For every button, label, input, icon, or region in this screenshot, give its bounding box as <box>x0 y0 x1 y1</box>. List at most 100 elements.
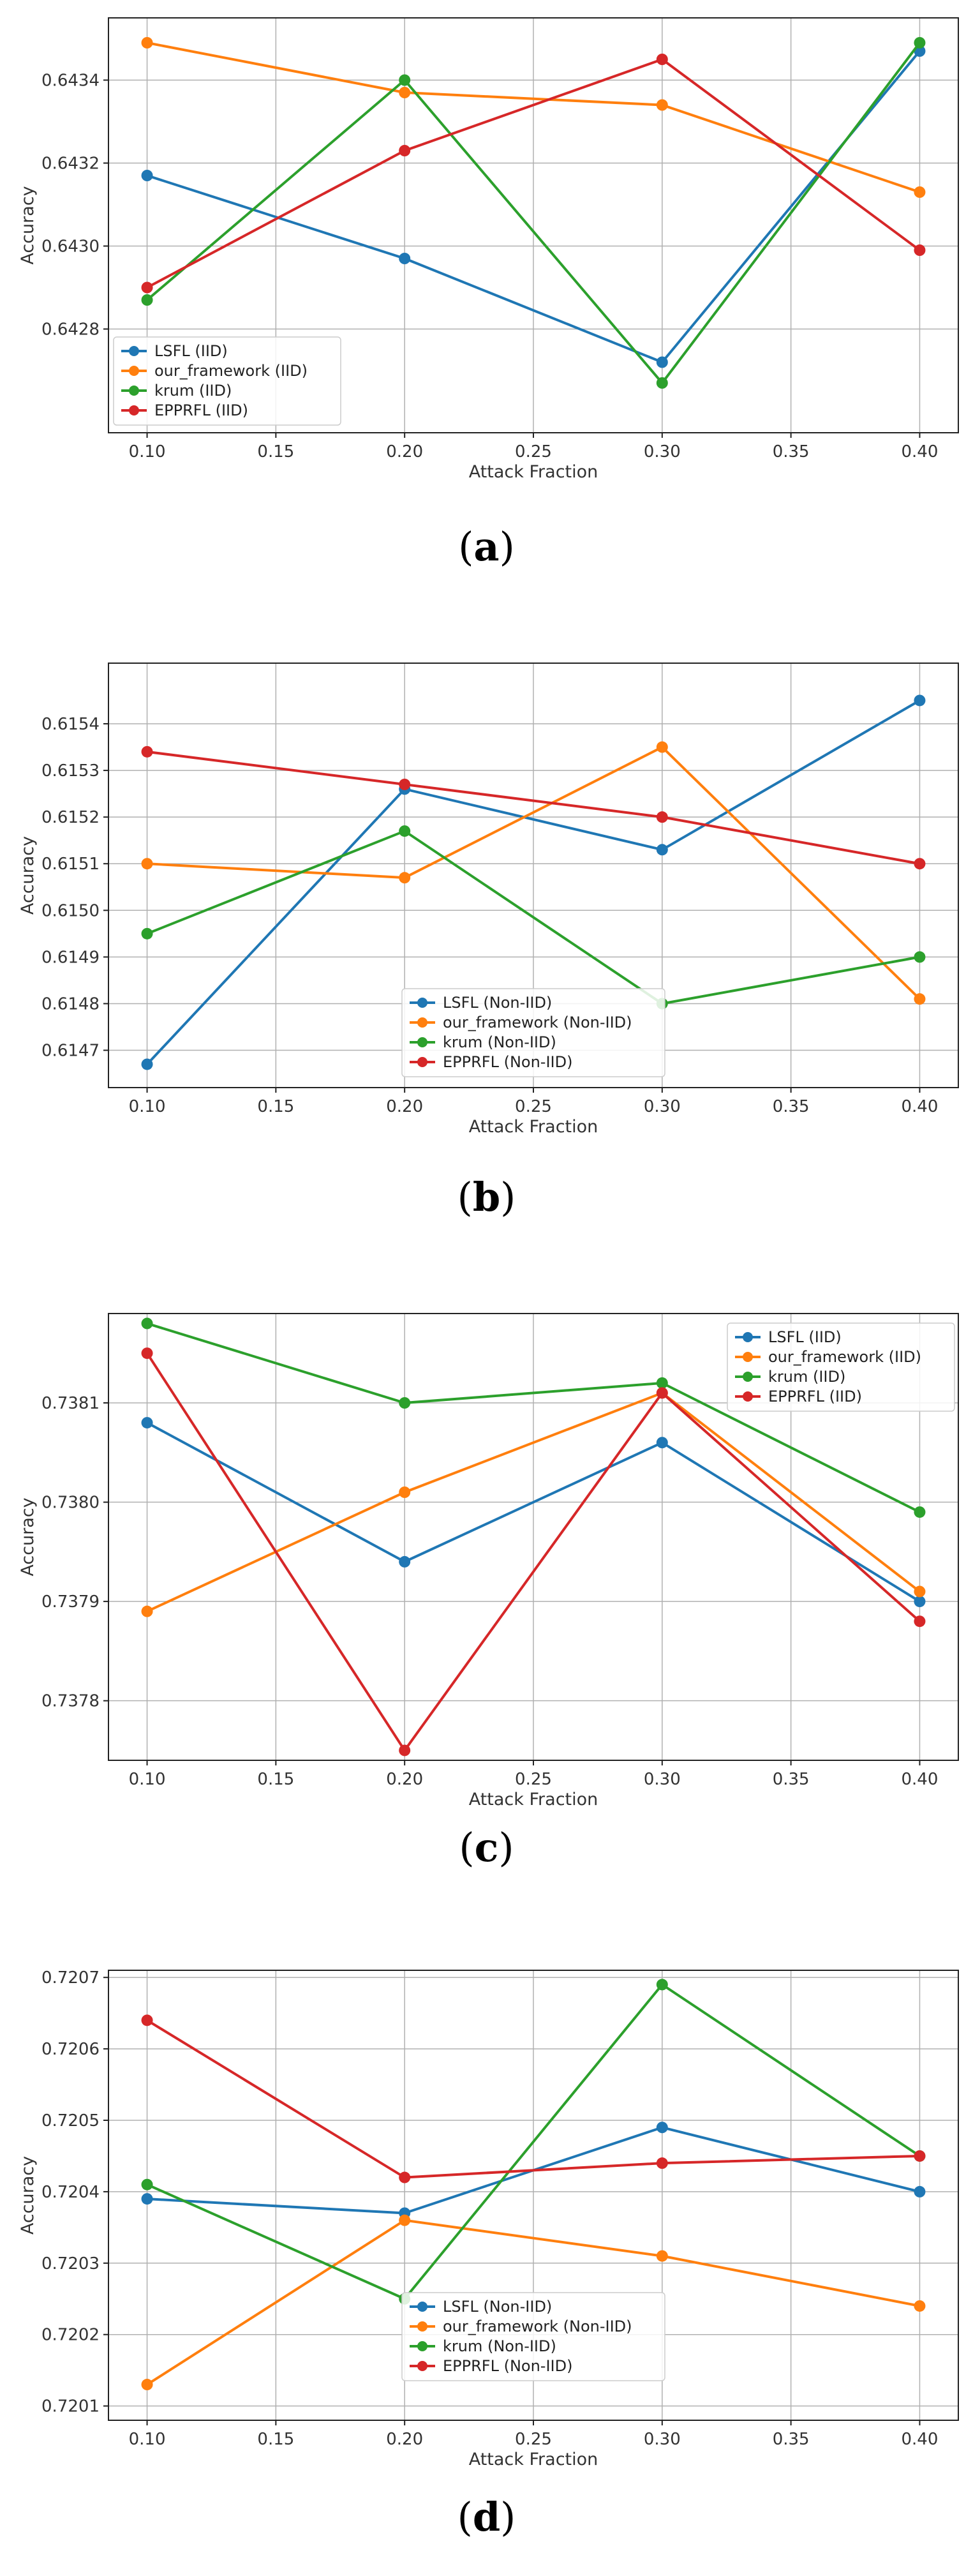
y-tick-label: 0.6150 <box>41 901 100 920</box>
data-point <box>399 145 411 156</box>
y-tick-label: 0.6147 <box>41 1042 100 1061</box>
y-tick-label: 0.6153 <box>41 761 100 781</box>
x-tick-label: 0.40 <box>902 1097 939 1116</box>
legend-label: krum (Non-IID) <box>443 1033 556 1051</box>
legend-marker <box>743 1352 753 1362</box>
y-tick-label: 0.6434 <box>41 71 100 91</box>
legend-label: our_framework (Non-IID) <box>443 1014 632 1031</box>
legend: LSFL (Non-IID) our_framework (Non-IID) kru… <box>401 988 665 1077</box>
y-axis-title: Accuracy <box>18 1497 38 1576</box>
data-point <box>399 779 411 790</box>
series-2 <box>141 1317 926 1518</box>
x-tick-label: 0.25 <box>515 1770 552 1789</box>
x-tick-label: 0.25 <box>515 442 552 461</box>
x-tick-label: 0.40 <box>902 2430 939 2449</box>
y-axis-title: Accuracy <box>18 186 38 264</box>
data-point <box>914 244 926 256</box>
chart-panel-d: 0.10 0.15 0.20 0.25 0.30 0.35 0.40 0.7201 0.7202… <box>0 1932 973 2576</box>
legend-marker <box>417 998 427 1008</box>
data-point <box>914 1596 926 1608</box>
chart-panel-c: 0.10 0.15 0.20 0.25 0.30 0.35 0.40 0.7378 0.7379… <box>0 1288 973 1932</box>
data-point <box>914 858 926 870</box>
data-point <box>399 74 411 86</box>
data-point <box>914 1615 926 1628</box>
legend-label: EPPRFL (IID) <box>768 1388 862 1405</box>
y-tick-label: 0.6428 <box>41 320 100 340</box>
legend-label: our_framework (IID) <box>768 1348 921 1366</box>
chart-panel-a: 0.10 0.15 0.20 0.25 0.30 0.35 0.40 0.6428 0.6430… <box>0 0 973 644</box>
data-point <box>914 694 926 707</box>
data-point <box>656 844 668 856</box>
x-tick-label: 0.20 <box>386 1097 423 1116</box>
y-tick-label: 0.7203 <box>41 2254 100 2273</box>
legend-label: LSFL (IID) <box>154 342 228 360</box>
data-point <box>399 1744 411 1756</box>
series-3 <box>141 745 926 870</box>
data-point <box>914 2300 926 2312</box>
x-tick-label: 0.10 <box>129 2430 166 2449</box>
y-tick-label: 0.7381 <box>41 1394 100 1413</box>
legend-label: EPPRFL (Non-IID) <box>443 2357 572 2375</box>
y-tick-label: 0.7207 <box>41 1968 100 1988</box>
legend-box <box>113 336 341 426</box>
series-1 <box>141 37 926 198</box>
data-point <box>141 2178 153 2190</box>
data-point <box>141 170 153 181</box>
x-tick-label: 0.30 <box>644 2430 681 2449</box>
line-chart-c: 0.10 0.15 0.20 0.25 0.30 0.35 0.40 0.7378 0.7379… <box>18 1313 959 1809</box>
series-line <box>146 699 921 1065</box>
y-tick-label: 0.6154 <box>41 715 100 734</box>
y-tick-label: 0.7202 <box>41 2326 100 2345</box>
data-point <box>141 1417 153 1429</box>
data-point <box>141 1605 153 1617</box>
line-chart-b: 0.10 0.15 0.20 0.25 0.30 0.35 0.40 0.6147 0.6148… <box>18 663 959 1137</box>
data-point <box>141 2014 153 2026</box>
legend-label: our_framework (Non-IID) <box>443 2318 632 2335</box>
series-line <box>146 2019 920 2179</box>
legend-marker <box>417 2302 427 2312</box>
data-point <box>141 2379 153 2391</box>
legend-label: LSFL (Non-IID) <box>443 994 552 1012</box>
data-point <box>656 811 668 823</box>
x-axis-title: Attack Fraction <box>469 462 598 482</box>
data-point <box>141 1347 153 1359</box>
legend-marker <box>743 1391 753 1402</box>
legend-marker <box>417 1017 427 1028</box>
legend-marker <box>417 1057 427 1067</box>
y-tick-label: 0.6151 <box>41 855 100 874</box>
series-1 <box>141 741 926 1005</box>
data-point <box>141 1058 153 1070</box>
data-point <box>914 993 926 1005</box>
data-point <box>914 1585 926 1598</box>
series-3 <box>141 1347 926 1756</box>
panel-caption-b: (b) <box>457 1174 516 1220</box>
y-tick-label: 0.6148 <box>41 994 100 1014</box>
y-tick-label: 0.6152 <box>41 808 100 827</box>
x-tick-label: 0.30 <box>644 442 681 461</box>
data-point <box>656 1437 668 1449</box>
legend-marker <box>417 2341 427 2351</box>
x-tick-label: 0.15 <box>257 1770 294 1789</box>
data-point <box>656 356 668 368</box>
data-point <box>399 2214 411 2226</box>
y-axis-title: Accuracy <box>18 836 38 915</box>
x-tick-label: 0.15 <box>257 2430 294 2449</box>
line-chart-d: 0.10 0.15 0.20 0.25 0.30 0.35 0.40 0.7201 0.7202… <box>18 1968 959 2469</box>
series-line <box>146 829 920 1005</box>
x-tick-label: 0.15 <box>257 442 294 461</box>
line-chart-a: 0.10 0.15 0.20 0.25 0.30 0.35 0.40 0.6428 0.6430… <box>18 17 959 482</box>
data-point <box>399 253 411 264</box>
y-tick-label: 0.6430 <box>41 237 100 257</box>
series-1 <box>141 2214 926 2391</box>
panel-caption-d: (d) <box>457 2494 516 2540</box>
data-point <box>656 377 668 389</box>
x-tick-label: 0.20 <box>386 442 423 461</box>
y-tick-label: 0.6432 <box>41 154 100 174</box>
data-point <box>656 1377 668 1389</box>
series-line <box>146 57 921 289</box>
x-tick-label: 0.20 <box>386 1770 423 1789</box>
data-point <box>141 858 153 870</box>
data-point <box>914 1506 926 1518</box>
series-3 <box>141 2014 926 2183</box>
panel-caption-c: (c) <box>459 1824 514 1871</box>
